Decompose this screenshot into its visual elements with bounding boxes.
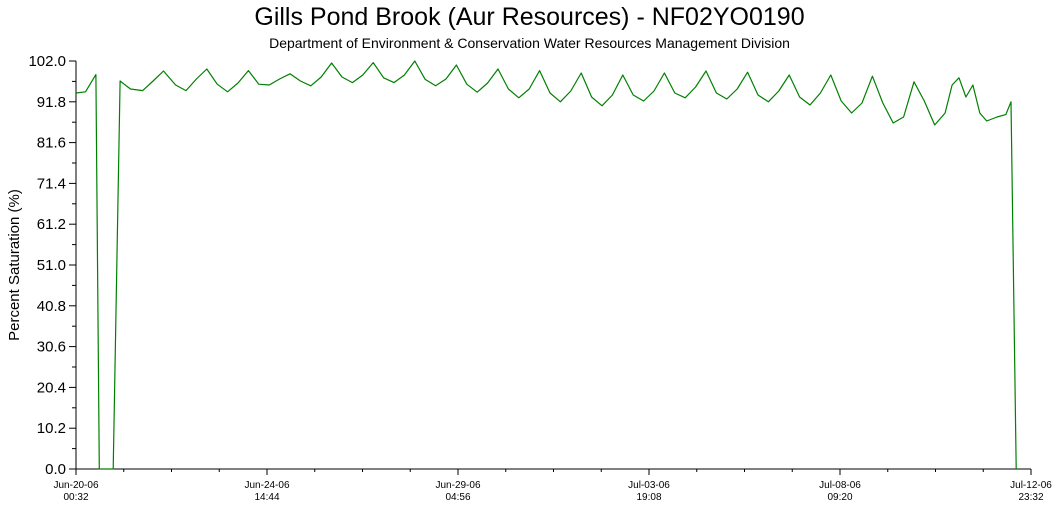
x-tick-label-time: 04:56 xyxy=(445,492,470,503)
x-tick-label-time: 23:32 xyxy=(1018,492,1043,503)
series-lines xyxy=(75,60,1017,470)
axes xyxy=(75,61,1031,470)
chart-subtitle: Department of Environment & Conservation… xyxy=(269,35,790,51)
y-tick-label: 102.0 xyxy=(28,53,66,70)
y-tick-label: 91.8 xyxy=(37,94,66,111)
x-tick-label-time: 14:44 xyxy=(254,492,279,503)
y-tick-label: 0.0 xyxy=(45,461,66,478)
y-tick-label: 40.8 xyxy=(37,298,66,315)
x-tick-label-date: Jun-20-06 xyxy=(53,480,98,491)
x-tick-label-time: 00:32 xyxy=(63,492,88,503)
series-line xyxy=(75,60,1017,470)
y-tick-label: 81.6 xyxy=(37,135,66,152)
y-tick-label: 51.0 xyxy=(37,257,66,274)
y-axis-label: Percent Saturation (%) xyxy=(6,189,23,341)
x-tick-label-date: Jul-03-06 xyxy=(628,480,670,491)
x-tick-label-date: Jun-29-06 xyxy=(435,480,480,491)
y-axis-ticks: 0.0 10.2 20.4 30.6 40.8 51.0 61.2 71.4 81.6 91.8 1… xyxy=(28,53,76,478)
x-tick-label-date: Jun-24-06 xyxy=(244,480,289,491)
x-tick-label-time: 09:20 xyxy=(827,492,852,503)
y-tick-label: 10.2 xyxy=(37,420,66,437)
y-tick-label: 61.2 xyxy=(37,216,66,233)
x-tick-label-time: 19:08 xyxy=(636,492,661,503)
y-tick-label: 20.4 xyxy=(37,379,66,396)
y-tick-label: 71.4 xyxy=(37,175,66,192)
x-tick-label-date: Jul-12-06 xyxy=(1010,480,1052,491)
y-tick-label: 30.6 xyxy=(37,339,66,356)
x-tick-label-date: Jul-08-06 xyxy=(819,480,861,491)
chart-title: Gills Pond Brook (Aur Resources) - NF02Y… xyxy=(254,3,805,31)
